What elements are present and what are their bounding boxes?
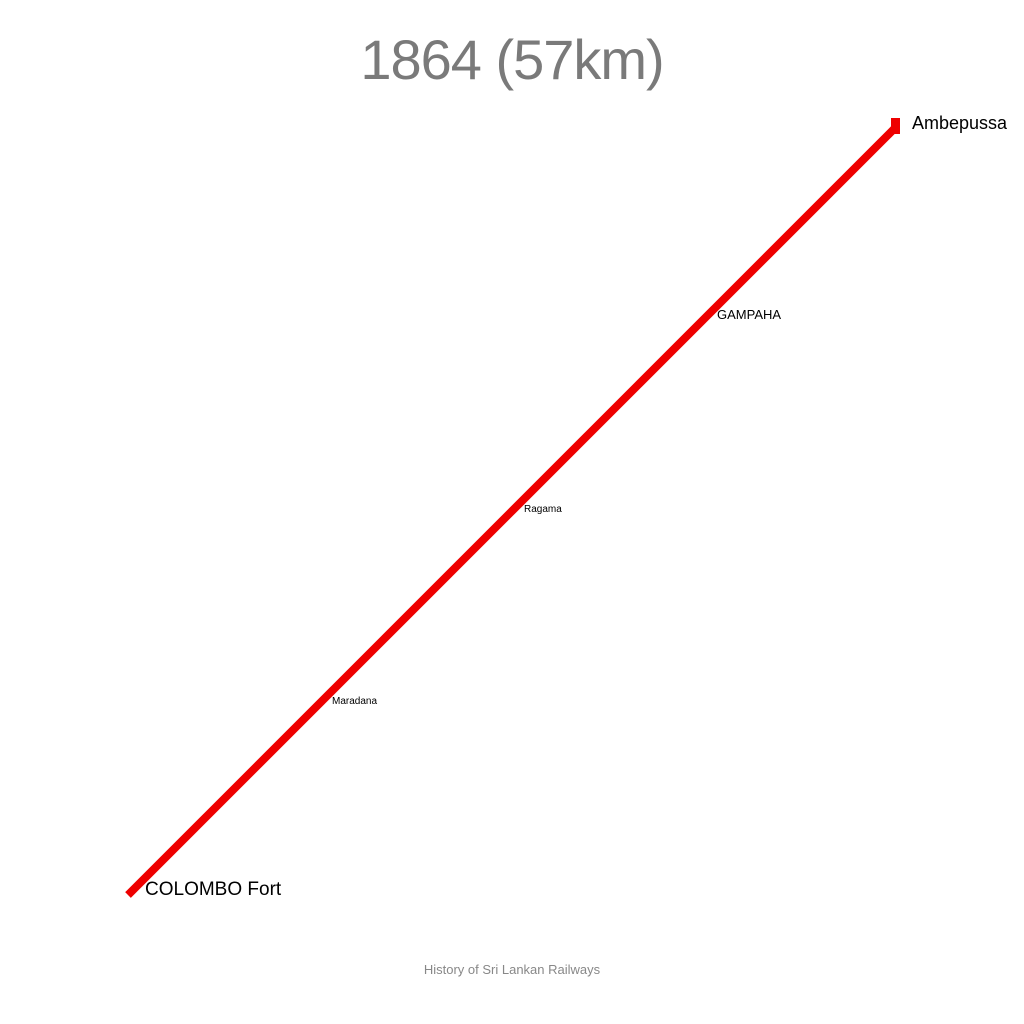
terminus-marker (891, 118, 900, 134)
footer-caption: History of Sri Lankan Railways (423, 962, 601, 977)
station-label-colombo-fort: COLOMBO Fort (145, 879, 282, 900)
station-label-maradana: Maradana (332, 696, 377, 707)
map-title: 1864 (57km) (360, 28, 664, 91)
railway-line (125, 124, 899, 898)
station-label-gampaha: GAMPAHA (717, 307, 781, 322)
station-label-ambepussa: Ambepussa (912, 113, 1008, 133)
station-label-ragama: Ragama (524, 504, 562, 515)
